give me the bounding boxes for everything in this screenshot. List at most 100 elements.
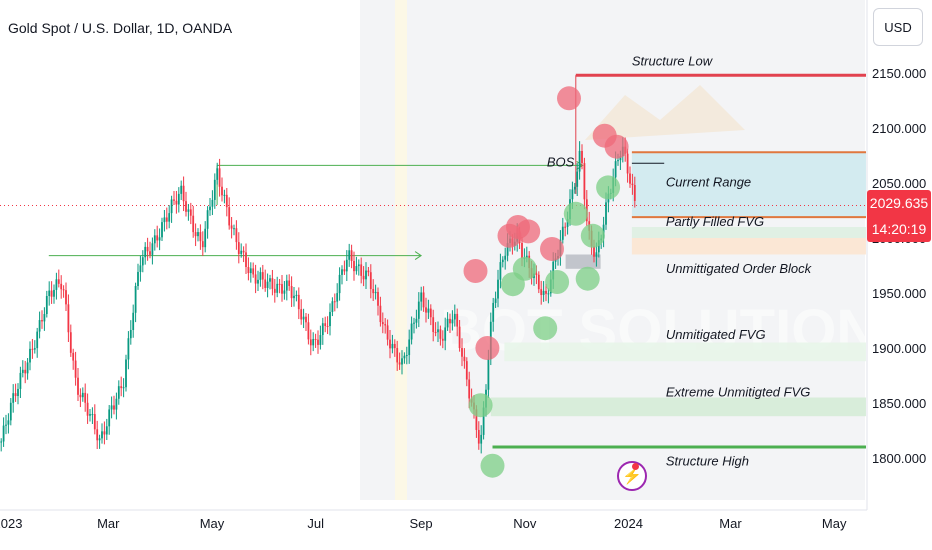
annotation-label: Structure Low [632,53,714,68]
candle-body [475,409,478,430]
candle-body [230,225,233,229]
candle-body [631,183,634,186]
y-tick-label: 2100.000 [872,121,926,136]
x-tick-label: 2023 [0,516,22,531]
candle-body [101,431,103,439]
candle-body [336,293,339,302]
candle-body [583,163,586,200]
candle-body [189,209,192,216]
swing-low-marker [563,201,588,226]
candle-body [295,294,298,296]
candle-body [605,202,607,225]
swing-low-marker [575,266,600,291]
candle-body [581,150,583,164]
candle-body [348,250,351,260]
candle-body [405,355,408,357]
candle-body [81,392,84,398]
y-tick-label: 1800.000 [872,451,926,466]
candle-body [537,274,540,290]
candle-body [357,264,360,267]
candle-body [144,246,147,258]
x-tick-label: May [822,516,847,531]
candle-body [36,331,39,349]
swing-low-marker [580,223,605,248]
swing-low-marker [480,453,505,478]
candle-body [115,398,118,410]
last-price-tag: 2029.635 [867,190,931,216]
candle-body [187,209,190,212]
candle-body [165,217,168,222]
candle-body [427,308,430,313]
candle-body [429,308,432,318]
candle-body [453,313,456,320]
zone-partly-filled-fvg [631,227,866,238]
candle-body [521,242,523,258]
candle-body [259,272,262,280]
candle-body [122,387,125,389]
candle-body [595,252,598,257]
swing-low-marker [545,270,570,294]
candle-body [415,318,418,323]
candle-body [434,332,437,334]
candle-body [362,275,365,280]
candle-body [117,386,120,399]
candle-body [360,264,363,276]
candle-body [437,329,439,333]
candle-body [396,348,399,363]
candle-body [386,325,389,340]
candle-body [573,186,576,190]
candle-body [233,228,235,230]
candle-body [463,356,466,362]
candle-body [113,405,115,410]
candle-body [194,232,197,237]
candle-body [235,228,238,243]
x-tick-label: May [200,516,225,531]
alert-bolt-icon[interactable]: ⚡ [617,461,647,491]
candle-body [153,235,156,244]
candle-body [384,324,387,326]
candle-body [444,327,447,341]
candle-body [132,312,135,330]
candle-body [156,235,159,241]
candle-body [456,313,459,327]
currency-button[interactable]: USD [873,8,923,46]
y-tick-label: 1950.000 [872,286,926,301]
x-tick-label: Jul [307,516,324,531]
candle-body [134,286,137,313]
candle-body [420,292,423,302]
candle-body [96,429,99,441]
candle-body [389,339,391,349]
candle-body [619,156,622,161]
zone-fvg-orange [631,238,866,255]
candle-body [547,293,550,295]
candle-body [93,414,96,430]
candle-body [216,168,219,180]
candle-body [552,261,555,280]
candle-body [225,194,228,208]
candle-body [19,372,22,389]
candle-body [31,348,34,350]
candle-body [317,339,319,345]
candle-body [139,265,142,272]
candle-body [79,394,82,398]
candle-body [321,323,324,336]
candle-body [158,237,161,241]
candle-body [206,210,209,229]
candle-body [285,280,288,291]
candle-body [151,243,154,255]
swing-low-marker [596,175,621,200]
zone-extreme-fvg [490,397,866,417]
candle-body [468,379,471,399]
candle-body [413,322,415,324]
candle-body [372,289,375,294]
candle-body [504,255,507,260]
candle-body [324,323,327,326]
candle-body [391,343,394,349]
candle-body [173,199,175,201]
candle-body [141,257,144,266]
candle-body [38,320,41,332]
candle-body [211,199,214,207]
candle-body [540,289,543,295]
candle-body [204,228,207,248]
